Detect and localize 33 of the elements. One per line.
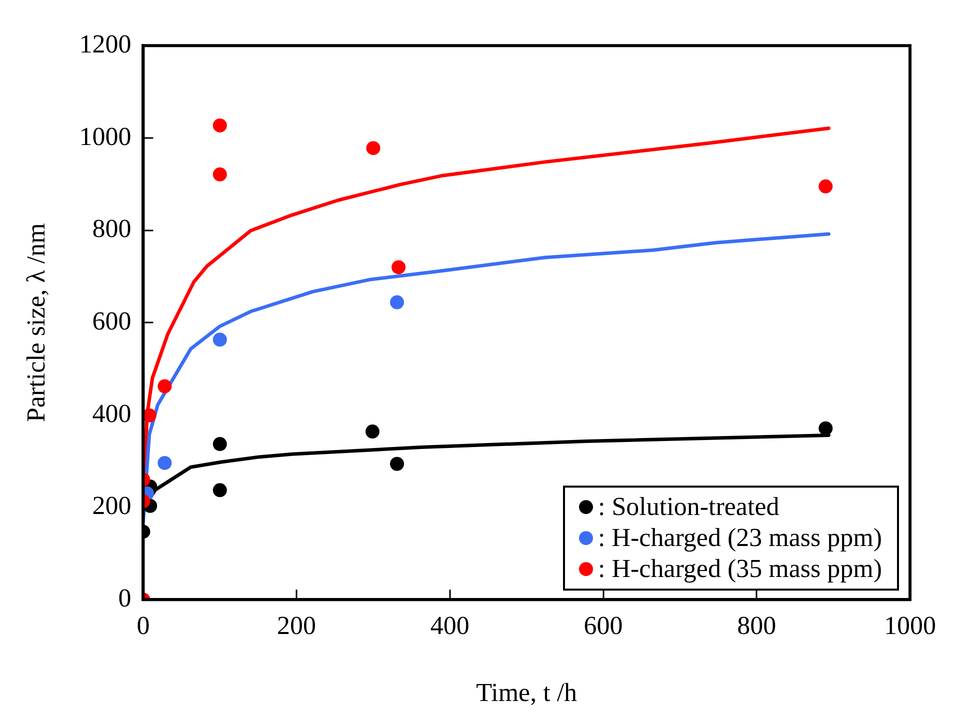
x-tick-label: 0	[136, 611, 150, 640]
y-tick-label: 200	[92, 491, 132, 520]
point	[212, 483, 227, 498]
point	[365, 424, 380, 439]
x-axis-title: Time, t /h	[476, 678, 578, 708]
point	[366, 141, 380, 156]
x-tick-label: 600	[584, 611, 623, 640]
x-tick-label: 400	[430, 611, 470, 640]
point	[212, 118, 227, 132]
point	[390, 295, 404, 310]
legend-label: : Solution-treated	[598, 492, 780, 521]
legend-label: : H-charged (23 mass ppm)	[598, 522, 882, 552]
y-tick-label: 1200	[79, 29, 132, 58]
y-tick-label: 0	[118, 583, 132, 612]
y-axis-title: Particle size, λ /nm	[21, 223, 50, 422]
point	[392, 260, 406, 274]
point	[212, 437, 227, 452]
x-tick-label: 200	[277, 611, 316, 640]
x-tick-label: 1000	[884, 611, 936, 640]
y-tick-label: 600	[92, 306, 132, 336]
point	[818, 421, 833, 436]
y-tick-label: 400	[92, 398, 132, 428]
point	[818, 179, 833, 194]
y-tick-label: 1000	[79, 122, 132, 151]
point	[212, 332, 227, 347]
point	[143, 408, 156, 422]
legend-label: : H-charged (35 mass ppm)	[598, 554, 882, 583]
point	[158, 456, 172, 470]
point	[212, 167, 227, 182]
point	[158, 379, 172, 394]
point	[390, 456, 404, 471]
y-tick-label: 800	[92, 214, 132, 244]
x-tick-label: 800	[737, 611, 776, 640]
